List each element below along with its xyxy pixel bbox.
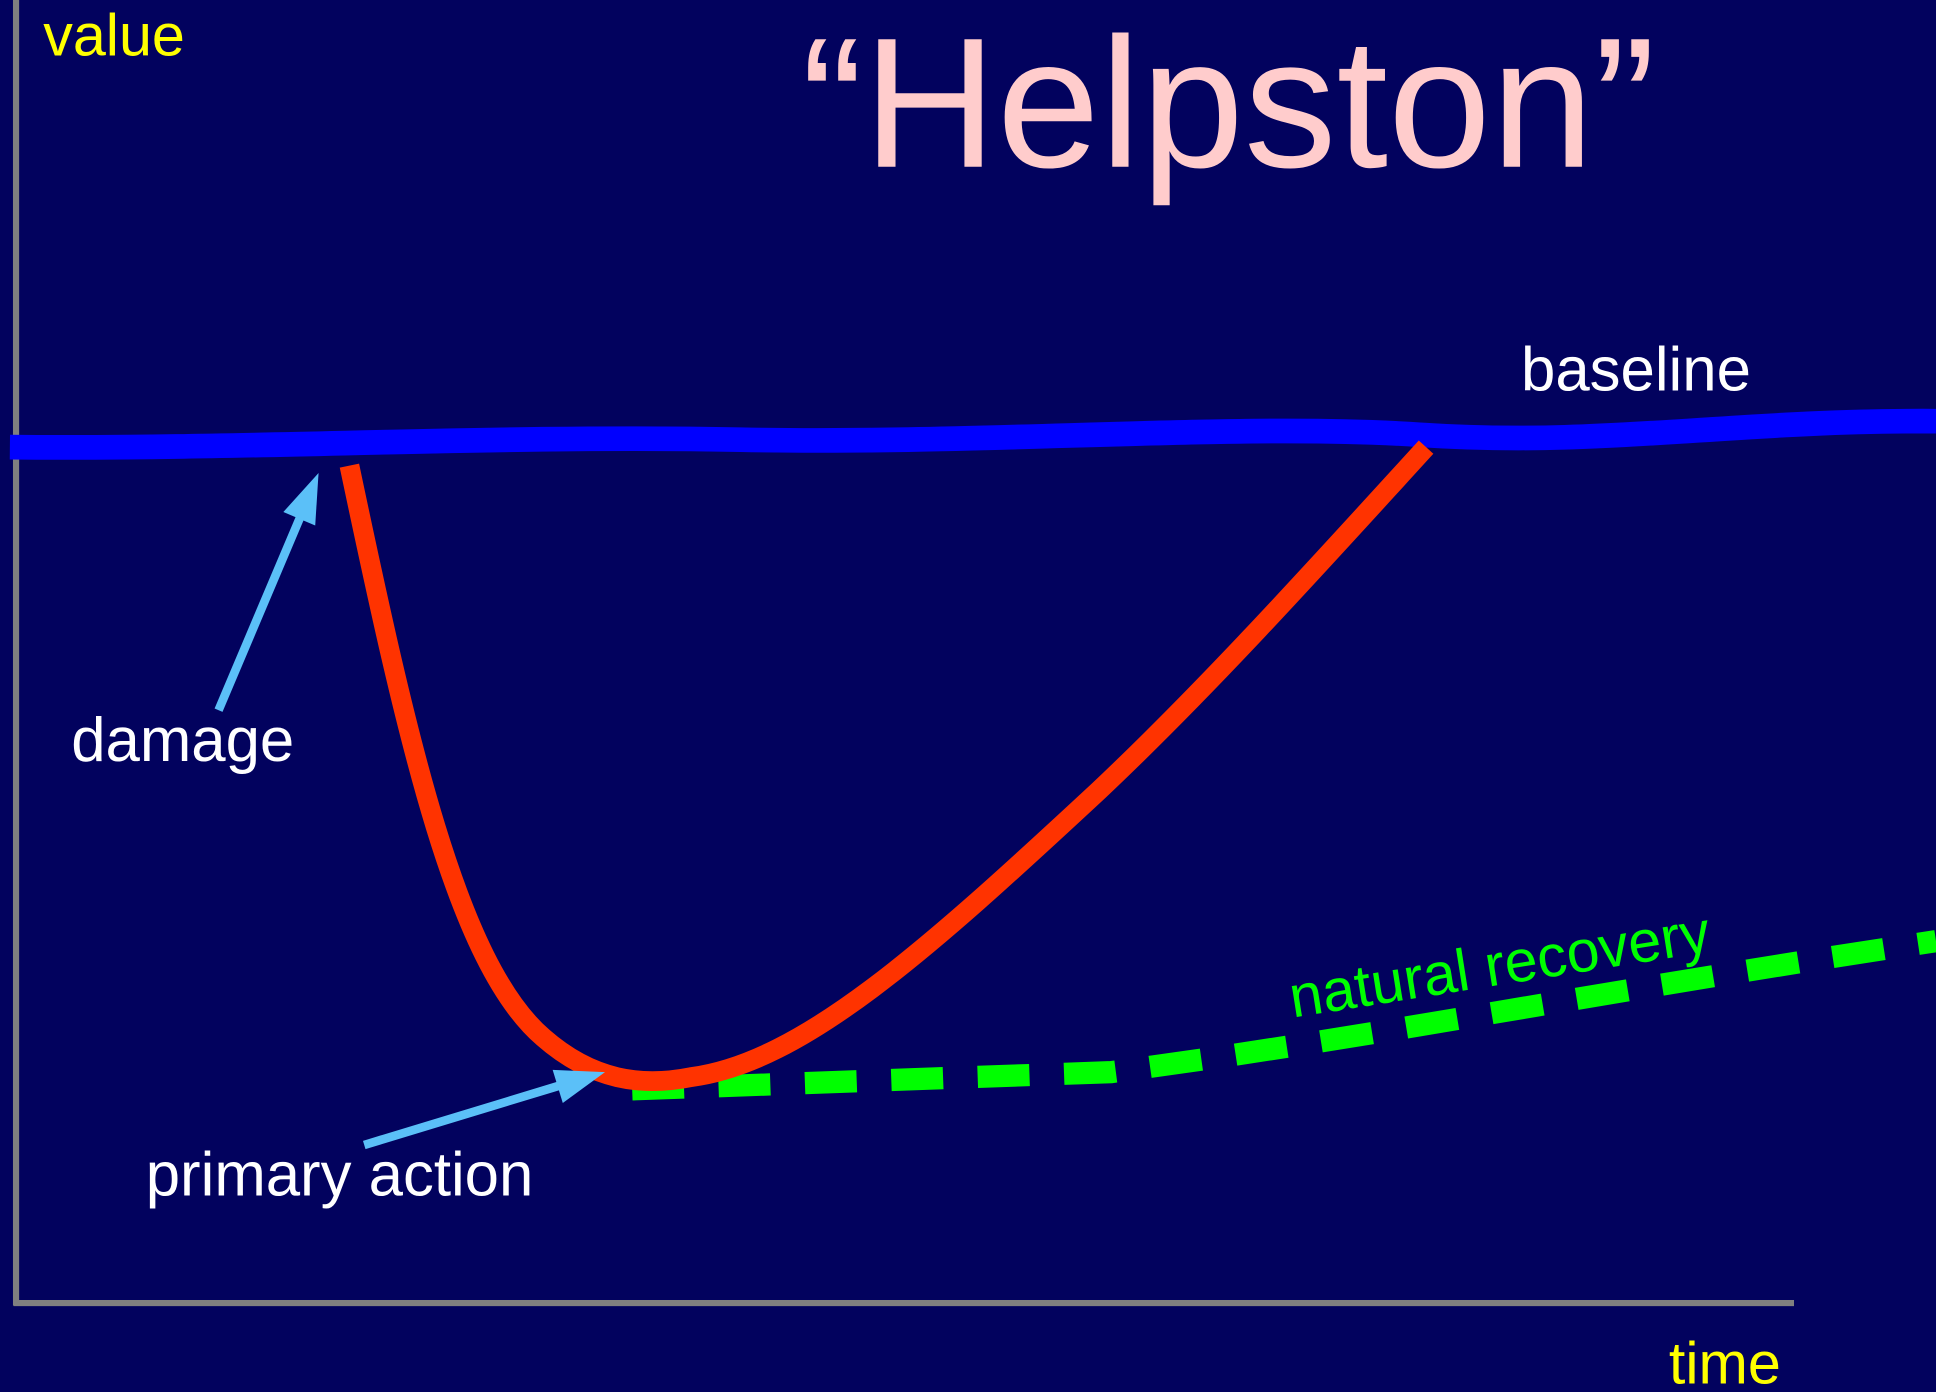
damage-arrow-head (283, 473, 319, 526)
x-axis-label: time (1669, 1329, 1781, 1392)
primary-action-arrow-head (552, 1069, 605, 1103)
y-axis-label: value (43, 2, 185, 69)
natural-recovery-line (631, 930, 1936, 1101)
primary-action-arrow (362, 1081, 561, 1150)
title: “Helpston” (801, 0, 1655, 207)
recovery-curve (339, 440, 1434, 1091)
baseline-line (9, 408, 1936, 460)
primary-action-label: primary action (146, 1141, 534, 1210)
damage-arrow (214, 515, 305, 712)
baseline-label: baseline (1521, 335, 1751, 404)
damage-label: damage (71, 706, 294, 775)
